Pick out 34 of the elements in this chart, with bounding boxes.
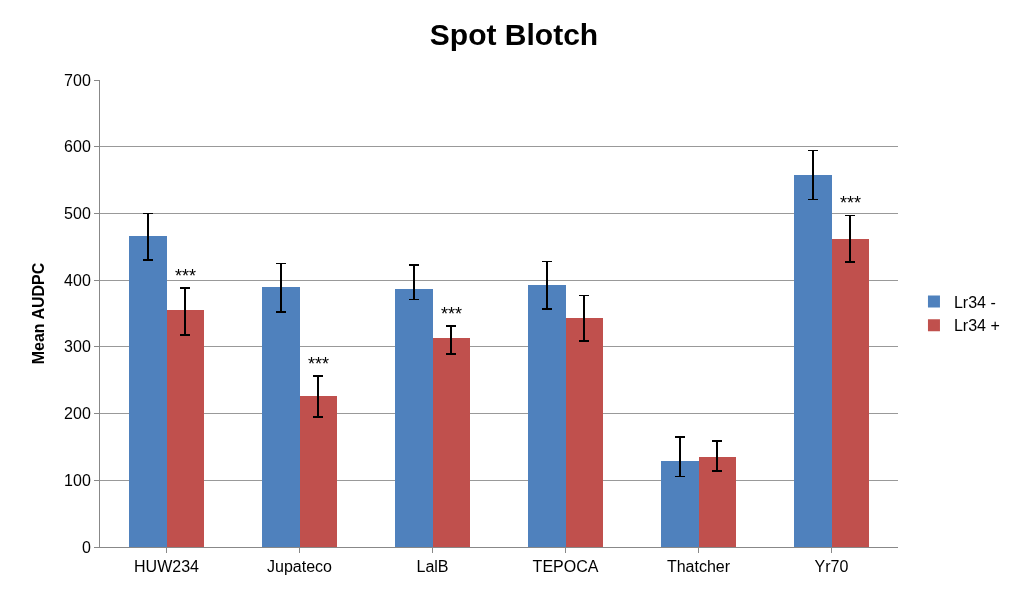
x-tick-label: HUW234 bbox=[134, 558, 200, 576]
y-axis-title: Mean AUDPC bbox=[30, 262, 47, 365]
x-tick-label: Jupateco bbox=[267, 558, 333, 576]
y-tick-label: 400 bbox=[64, 271, 91, 289]
y-tick-label: 500 bbox=[64, 205, 91, 223]
annotation: *** bbox=[175, 266, 197, 286]
y-tick-label: 200 bbox=[64, 405, 91, 423]
annotation: *** bbox=[441, 304, 463, 324]
x-tick-label: LalB bbox=[416, 558, 449, 576]
y-tick-label: 300 bbox=[64, 338, 91, 356]
x-tick-label: TEPOCA bbox=[532, 558, 599, 576]
bar bbox=[395, 289, 433, 547]
bar bbox=[566, 318, 603, 547]
bar bbox=[699, 457, 736, 547]
bar bbox=[433, 338, 470, 547]
x-tick-label: Yr70 bbox=[814, 558, 849, 576]
bar bbox=[832, 239, 869, 547]
y-tick-label: 600 bbox=[64, 138, 91, 156]
bar bbox=[129, 236, 167, 547]
y-tick-label: 100 bbox=[64, 471, 91, 489]
bar bbox=[794, 175, 832, 547]
x-tick-label: Thatcher bbox=[666, 558, 731, 576]
bar bbox=[167, 310, 204, 547]
chart-title: Spot Blotch bbox=[429, 17, 599, 51]
bar bbox=[661, 461, 699, 547]
y-tick-label: 700 bbox=[64, 71, 91, 89]
bar bbox=[528, 285, 566, 547]
annotation: *** bbox=[308, 354, 330, 374]
bar bbox=[262, 287, 300, 547]
annotation: *** bbox=[840, 193, 862, 213]
y-tick-label: 0 bbox=[81, 538, 91, 556]
bar bbox=[300, 396, 337, 547]
legend-label: Lr34 - bbox=[953, 293, 996, 311]
legend-label: Lr34 + bbox=[953, 317, 1000, 335]
